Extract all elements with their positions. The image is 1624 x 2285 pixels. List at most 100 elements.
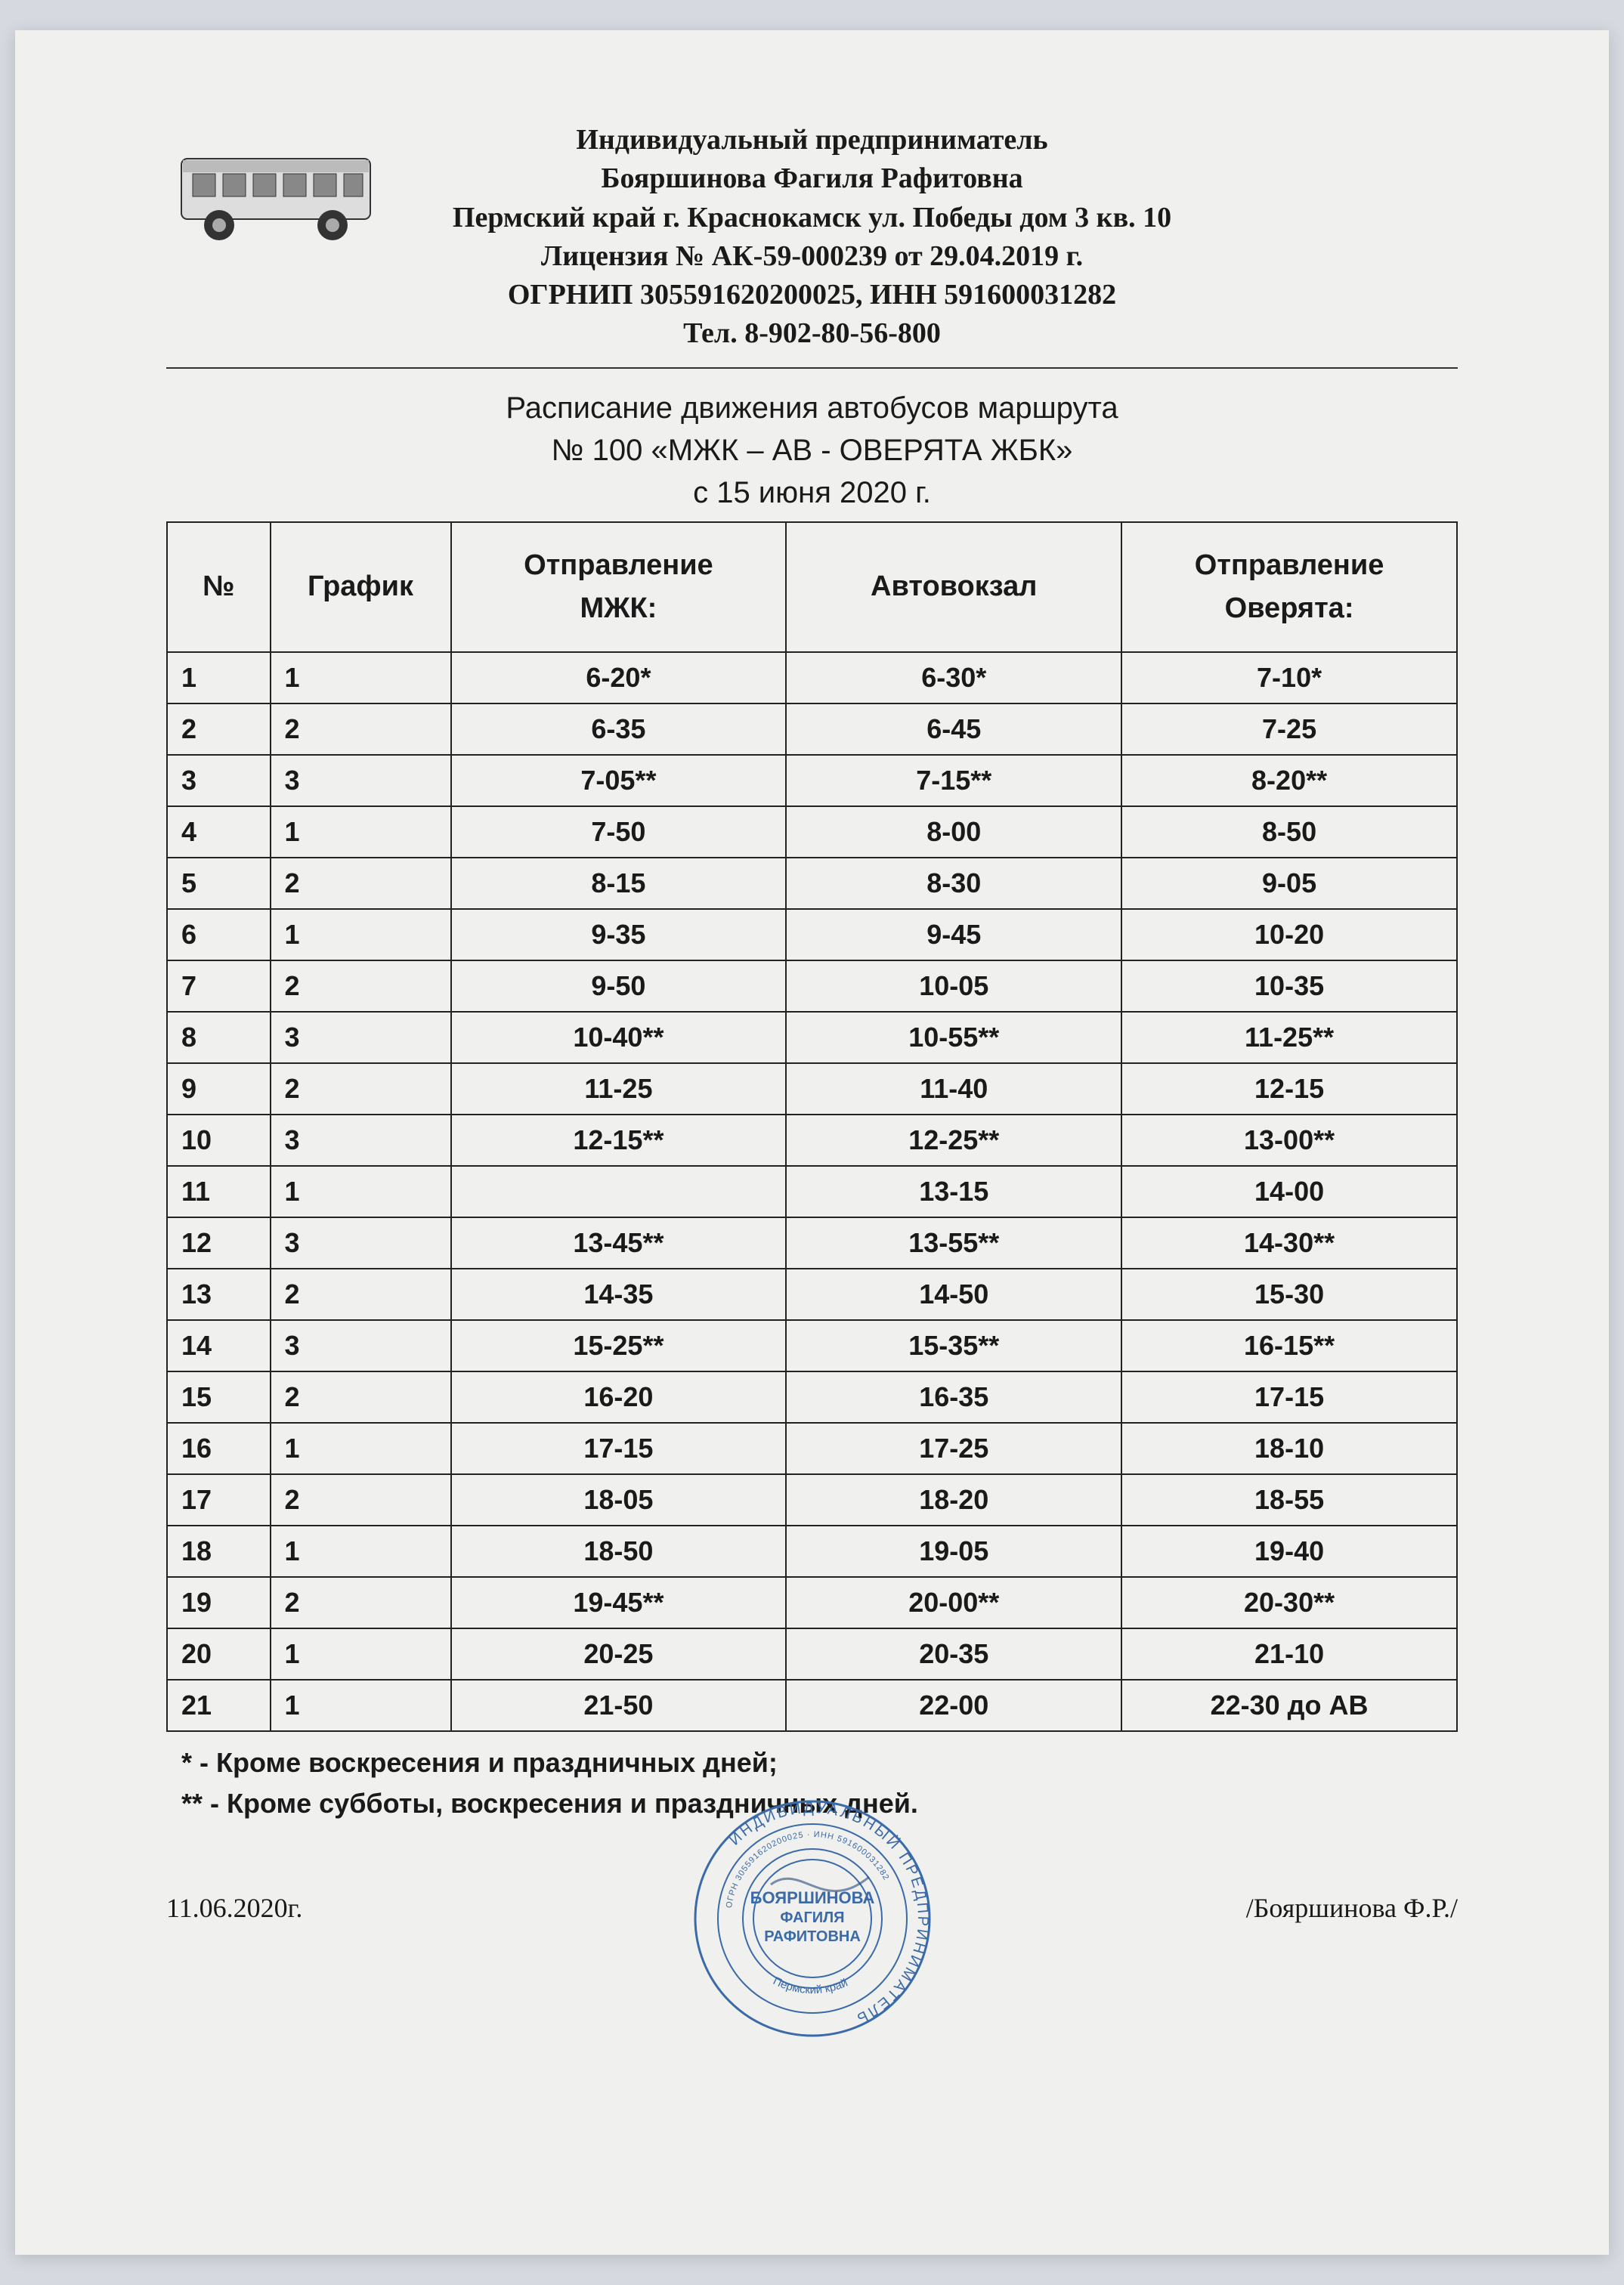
cell-dep-mzhk: 6-35 — [451, 703, 787, 755]
cell-grafik: 1 — [271, 652, 451, 703]
cell-grafik: 3 — [271, 1115, 451, 1166]
table-row: 12313-45**13-55**14-30** — [167, 1217, 1457, 1269]
title-line: с 15 июня 2020 г. — [166, 472, 1458, 514]
cell-avtovokzal: 12-25** — [786, 1115, 1121, 1166]
cell-dep-overyata: 8-50 — [1121, 806, 1457, 858]
cell-dep-mzhk: 20-25 — [451, 1628, 787, 1680]
cell-num: 10 — [167, 1115, 271, 1166]
col-header-avtovokzal: Автовокзал — [786, 522, 1121, 652]
cell-dep-mzhk: 9-50 — [451, 960, 787, 1012]
footer-date: 11.06.2020г. — [166, 1892, 302, 1924]
divider — [166, 367, 1458, 369]
cell-num: 2 — [167, 703, 271, 755]
cell-dep-overyata: 8-20** — [1121, 755, 1457, 806]
cell-dep-overyata: 18-10 — [1121, 1423, 1457, 1474]
cell-avtovokzal: 13-15 — [786, 1166, 1121, 1217]
cell-grafik: 3 — [271, 1217, 451, 1269]
cell-num: 15 — [167, 1371, 271, 1423]
cell-dep-overyata: 18-55 — [1121, 1474, 1457, 1526]
table-row: 17218-0518-2018-55 — [167, 1474, 1457, 1526]
cell-dep-overyata: 7-10* — [1121, 652, 1457, 703]
cell-avtovokzal: 16-35 — [786, 1371, 1121, 1423]
cell-grafik: 1 — [271, 1628, 451, 1680]
col-header-text: Отправление Оверята: — [1195, 549, 1384, 624]
footnote-1: * - Кроме воскресения и праздничных дней… — [181, 1742, 1458, 1783]
cell-grafik: 1 — [271, 1526, 451, 1577]
table-row: 337-05**7-15**8-20** — [167, 755, 1457, 806]
table-row: 729-5010-0510-35 — [167, 960, 1457, 1012]
cell-dep-mzhk: 8-15 — [451, 858, 787, 909]
cell-avtovokzal: 9-45 — [786, 909, 1121, 960]
cell-dep-mzhk: 14-35 — [451, 1269, 787, 1320]
cell-grafik: 1 — [271, 806, 451, 858]
cell-dep-mzhk — [451, 1166, 787, 1217]
cell-num: 19 — [167, 1577, 271, 1628]
cell-dep-mzhk: 19-45** — [451, 1577, 787, 1628]
table-row: 8310-40**10-55**11-25** — [167, 1012, 1457, 1063]
cell-dep-overyata: 14-30** — [1121, 1217, 1457, 1269]
bus-icon — [174, 136, 385, 249]
footer-row: 11.06.2020г. ИНДИВИДУАЛЬНЫЙ ПРЕДПРИНИМАТ… — [166, 1892, 1458, 1924]
cell-avtovokzal: 8-30 — [786, 858, 1121, 909]
table-row: 417-508-008-50 — [167, 806, 1457, 858]
cell-avtovokzal: 10-55** — [786, 1012, 1121, 1063]
cell-dep-overyata: 15-30 — [1121, 1269, 1457, 1320]
letterhead-line: Тел. 8-902-80-56-800 — [166, 314, 1458, 353]
cell-grafik: 1 — [271, 1680, 451, 1731]
cell-grafik: 2 — [271, 703, 451, 755]
col-header-text: Отправление МЖК: — [524, 549, 713, 624]
cell-dep-overyata: 22-30 до АВ — [1121, 1680, 1457, 1731]
table-row: 9211-2511-4012-15 — [167, 1063, 1457, 1115]
cell-grafik: 2 — [271, 1474, 451, 1526]
cell-num: 8 — [167, 1012, 271, 1063]
footer-signer: /Бояршинова Ф.Р./ — [1246, 1892, 1458, 1924]
cell-avtovokzal: 15-35** — [786, 1320, 1121, 1371]
col-header-num: № — [167, 522, 271, 652]
cell-avtovokzal: 20-00** — [786, 1577, 1121, 1628]
table-row: 11113-1514-00 — [167, 1166, 1457, 1217]
cell-dep-overyata: 17-15 — [1121, 1371, 1457, 1423]
cell-avtovokzal: 20-35 — [786, 1628, 1121, 1680]
cell-dep-overyata: 10-35 — [1121, 960, 1457, 1012]
cell-dep-mzhk: 11-25 — [451, 1063, 787, 1115]
cell-grafik: 2 — [271, 960, 451, 1012]
schedule-title: Расписание движения автобусов маршрута №… — [166, 387, 1458, 514]
cell-num: 6 — [167, 909, 271, 960]
cell-avtovokzal: 17-25 — [786, 1423, 1121, 1474]
cell-dep-overyata: 12-15 — [1121, 1063, 1457, 1115]
cell-grafik: 2 — [271, 1371, 451, 1423]
schedule-table: № График Отправление МЖК: Автовокзал Отп… — [166, 521, 1458, 1732]
cell-dep-overyata: 14-00 — [1121, 1166, 1457, 1217]
cell-grafik: 2 — [271, 1577, 451, 1628]
title-line: Расписание движения автобусов маршрута — [166, 387, 1458, 429]
cell-dep-mzhk: 9-35 — [451, 909, 787, 960]
cell-avtovokzal: 13-55** — [786, 1217, 1121, 1269]
cell-dep-overyata: 20-30** — [1121, 1577, 1457, 1628]
cell-avtovokzal: 14-50 — [786, 1269, 1121, 1320]
cell-avtovokzal: 10-05 — [786, 960, 1121, 1012]
table-row: 20120-2520-3521-10 — [167, 1628, 1457, 1680]
col-header-dep-mzhk: Отправление МЖК: — [451, 522, 787, 652]
cell-num: 7 — [167, 960, 271, 1012]
table-header-row: № График Отправление МЖК: Автовокзал Отп… — [167, 522, 1457, 652]
cell-dep-overyata: 19-40 — [1121, 1526, 1457, 1577]
cell-num: 1 — [167, 652, 271, 703]
cell-num: 9 — [167, 1063, 271, 1115]
cell-grafik: 3 — [271, 1012, 451, 1063]
cell-dep-overyata: 10-20 — [1121, 909, 1457, 960]
cell-dep-overyata: 13-00** — [1121, 1115, 1457, 1166]
cell-num: 11 — [167, 1166, 271, 1217]
document-page: Индивидуальный предприниматель Бояршинов… — [15, 30, 1609, 2255]
cell-grafik: 1 — [271, 909, 451, 960]
cell-grafik: 1 — [271, 1423, 451, 1474]
cell-avtovokzal: 18-20 — [786, 1474, 1121, 1526]
table-row: 10312-15**12-25**13-00** — [167, 1115, 1457, 1166]
cell-num: 3 — [167, 755, 271, 806]
cell-dep-mzhk: 15-25** — [451, 1320, 787, 1371]
cell-dep-mzhk: 21-50 — [451, 1680, 787, 1731]
cell-dep-overyata: 11-25** — [1121, 1012, 1457, 1063]
cell-grafik: 2 — [271, 1063, 451, 1115]
table-row: 14315-25**15-35**16-15** — [167, 1320, 1457, 1371]
table-row: 13214-3514-5015-30 — [167, 1269, 1457, 1320]
cell-avtovokzal: 6-45 — [786, 703, 1121, 755]
